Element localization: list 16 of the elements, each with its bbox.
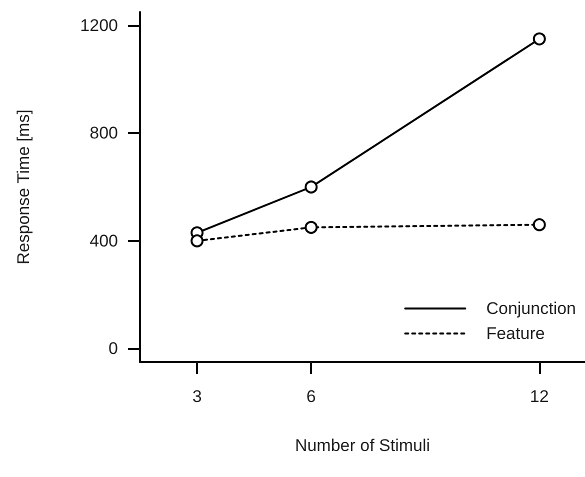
- legend-label: Conjunction: [486, 299, 576, 318]
- point: [304, 180, 318, 194]
- y-tick-label: 800: [90, 124, 118, 143]
- y-tick-label: 0: [108, 339, 118, 358]
- point: [532, 32, 546, 46]
- point: [532, 218, 546, 232]
- point: [304, 220, 318, 234]
- legend-label: Feature: [486, 324, 545, 343]
- point: [190, 234, 204, 248]
- y-axis-title: Response Time [ms]: [14, 110, 33, 264]
- x-axis-title: Number of Stimuli: [294, 436, 430, 455]
- x-tick-label: 12: [530, 387, 549, 406]
- x-tick-label: 6: [306, 387, 316, 406]
- y-tick-label: 1200: [80, 16, 118, 35]
- x-tick-label: 3: [192, 387, 202, 406]
- y-tick-label: 400: [90, 231, 118, 250]
